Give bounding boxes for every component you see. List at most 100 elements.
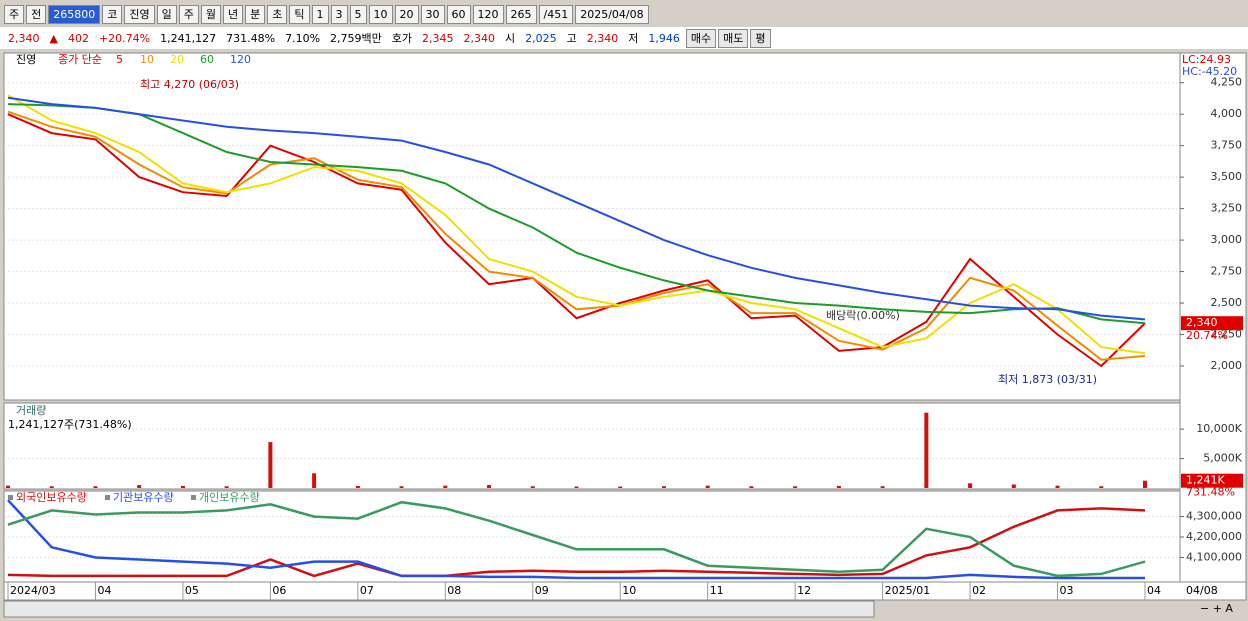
scrollbar[interactable] [3, 600, 875, 618]
volume-bar [1099, 486, 1104, 488]
toolbar-item[interactable]: 20 [394, 4, 419, 24]
toolbar-item[interactable]: 월 [200, 4, 221, 24]
x-tick-label: 2024/03 [10, 584, 56, 597]
series-line [7, 500, 1146, 578]
volume-bar [705, 485, 710, 488]
legend-name: 진영 [16, 53, 36, 66]
volume-bar [1011, 484, 1016, 488]
toolbar-item[interactable]: 초 [267, 4, 288, 24]
volume-bar [968, 483, 973, 488]
x-tick-label: 06 [272, 584, 286, 597]
y-tick-label: 4,100,000 [1186, 550, 1242, 563]
x-tick-label: 04 [1147, 584, 1161, 597]
volume-bar [180, 485, 185, 488]
toolbar-item[interactable]: 1,241,127 [156, 29, 221, 47]
zoom-controls[interactable]: − + A [1200, 602, 1233, 615]
toolbar-item[interactable]: 2,345 [418, 29, 458, 47]
y-tick-label: 4,250 [1211, 76, 1243, 89]
lc-label: LC:24.93 [1182, 53, 1231, 66]
low-annotation: 최저 1,873 (03/31) [998, 373, 1097, 386]
toolbar-item[interactable]: 265 [505, 4, 537, 24]
price-panel [3, 52, 1181, 401]
toolbar-item[interactable]: 분 [245, 4, 266, 24]
volume-bar [880, 486, 885, 488]
hc-label: HC:-45.20 [1182, 65, 1237, 78]
toolbar-item[interactable]: 265800 [48, 4, 101, 24]
volume-bar [355, 485, 360, 488]
volume-bar [1055, 485, 1060, 488]
legend-entry: 20 [170, 53, 184, 66]
volume-tag-label: 1,241K [1186, 474, 1225, 487]
toolbar-item[interactable]: 진영 [124, 4, 155, 24]
legend-swatch [105, 495, 110, 500]
toolbar-item[interactable]: 1,946 [644, 29, 684, 47]
toolbar-item[interactable]: 평 [750, 28, 771, 48]
toolbar-item[interactable]: +20.74% [94, 29, 155, 47]
toolbar-item[interactable]: 년 [223, 4, 244, 24]
toolbar-item[interactable]: 주 [178, 4, 199, 24]
volume-bar [487, 485, 492, 488]
toolbar-item[interactable]: 731.48% [222, 29, 280, 47]
series-line [7, 103, 1146, 325]
toolbar-item[interactable]: ▲ [45, 29, 62, 47]
ex-div-annotation: 배당락(0.00%) [826, 309, 900, 322]
volume-bar [618, 486, 623, 488]
x-tick-label: 03 [1060, 584, 1074, 597]
volume-bar [574, 486, 579, 488]
volume-bar [924, 412, 929, 488]
toolbar-item[interactable]: 매수 [685, 28, 717, 48]
legend-swatch [191, 495, 196, 500]
x-tick-label: 10 [622, 584, 636, 597]
toolbar-item[interactable]: 2025/04/08 [575, 4, 649, 24]
quote-bar: 2,340 ▲ 402 +20.74% 1,241,127 731.48% 7.10% 2,7… [0, 27, 1248, 49]
volume-bar [93, 486, 98, 488]
series-line [7, 113, 1146, 368]
volume-bar [137, 485, 142, 488]
toolbar-item[interactable]: 2,340 [582, 29, 623, 47]
volume-ratio: 731.48% [1186, 486, 1235, 499]
toolbar-item[interactable]: /451 [538, 4, 574, 24]
toolbar-item[interactable]: 3 [330, 4, 348, 24]
series-line [7, 507, 1146, 578]
toolbar-item[interactable]: 1 [311, 4, 329, 24]
toolbar-item[interactable]: 전 [26, 4, 47, 24]
toolbar-item[interactable]: 60 [446, 4, 471, 24]
toolbar-item[interactable]: 저 [624, 29, 643, 47]
toolbar-item[interactable]: 2,340 [459, 29, 500, 47]
x-tick-label: 07 [360, 584, 374, 597]
toolbar-item[interactable]: 고 [562, 29, 581, 47]
legend-entry: 개인보유수량 [199, 491, 260, 504]
volume-bar [836, 485, 841, 488]
toolbar-item[interactable]: 2,025 [521, 29, 561, 47]
series-line [7, 94, 1146, 355]
toolbar-item[interactable]: 틱 [289, 4, 310, 24]
y-tick-label: 2,250 [1211, 328, 1243, 341]
toolbar-item[interactable]: 120 [472, 4, 504, 24]
series-line [7, 96, 1146, 321]
toolbar-item[interactable]: 일 [156, 4, 177, 24]
toolbar-item[interactable]: 2,759백만 [326, 29, 386, 47]
x-tick-label: 08 [447, 584, 461, 597]
x-tick-label: 02 [972, 584, 986, 597]
toolbar-item[interactable]: 7.10% [281, 29, 325, 47]
toolbar-item[interactable]: 5 [349, 4, 367, 24]
toolbar-item[interactable]: 10 [368, 4, 393, 24]
y-tick-label: 3,250 [1211, 202, 1243, 215]
toolbar-item[interactable]: 코 [102, 4, 123, 24]
price-tag [1181, 316, 1243, 331]
toolbar-item[interactable]: 주 [4, 4, 25, 24]
toolbar-item[interactable]: 402 [63, 29, 93, 47]
series-line [7, 110, 1146, 361]
legend-swatch [8, 495, 13, 500]
x-tick-label: 05 [185, 584, 199, 597]
toolbar-item[interactable]: 30 [420, 4, 445, 24]
volume-bar [312, 473, 317, 488]
toolbar-item[interactable]: 시 [501, 29, 520, 47]
toolbar-item[interactable]: 호가 [387, 29, 417, 47]
change-label: 20.74% [1186, 329, 1228, 342]
price-tag-label: 2,340 [1186, 316, 1218, 329]
legend-entry: 기관보유수량 [113, 491, 174, 504]
toolbar-item[interactable]: 매도 [718, 28, 749, 48]
toolbar-item[interactable]: 2,340 [4, 29, 44, 47]
x-tick-label: 09 [535, 584, 549, 597]
